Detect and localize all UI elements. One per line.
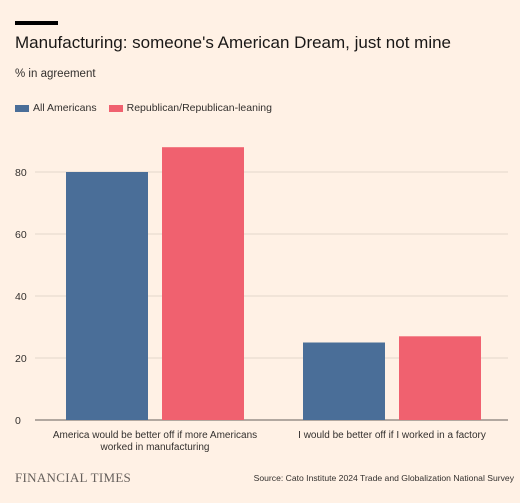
y-tick-label: 20 (15, 353, 27, 365)
y-tick-label: 60 (15, 229, 27, 241)
bar-republican-1 (399, 336, 481, 420)
chart-title: Manufacturing: someone's American Dream,… (15, 33, 451, 52)
x-category-label: America would be better off if more Amer… (53, 430, 257, 441)
y-tick-label: 80 (15, 167, 27, 179)
x-category-label: worked in manufacturing (100, 442, 210, 453)
source-note: Source: Cato Institute 2024 Trade and Gl… (253, 473, 514, 483)
x-category-label: I would be better off if I worked in a f… (298, 430, 486, 441)
bar-republican-0 (162, 147, 244, 420)
legend-item-republican: Republican/Republican-leaning (108, 102, 272, 114)
y-tick-label: 40 (15, 291, 27, 303)
chart-subtitle: % in agreement (15, 68, 96, 80)
legend-swatch-republican (108, 104, 123, 112)
legend-label-republican: Republican/Republican-leaning (126, 102, 272, 114)
y-tick-label: 0 (15, 415, 21, 427)
ft-top-rule (15, 21, 58, 25)
bar-all-americans-0 (66, 172, 148, 420)
legend-swatch-all-americans (15, 104, 29, 112)
legend-label-all-americans: All Americans (33, 102, 97, 114)
legend: All Americans Republican/Republican-lean… (15, 102, 284, 114)
legend-item-all-americans: All Americans (15, 102, 97, 114)
bar-all-americans-1 (303, 342, 385, 420)
ft-brand-logo: FINANCIAL TIMES (15, 470, 132, 485)
